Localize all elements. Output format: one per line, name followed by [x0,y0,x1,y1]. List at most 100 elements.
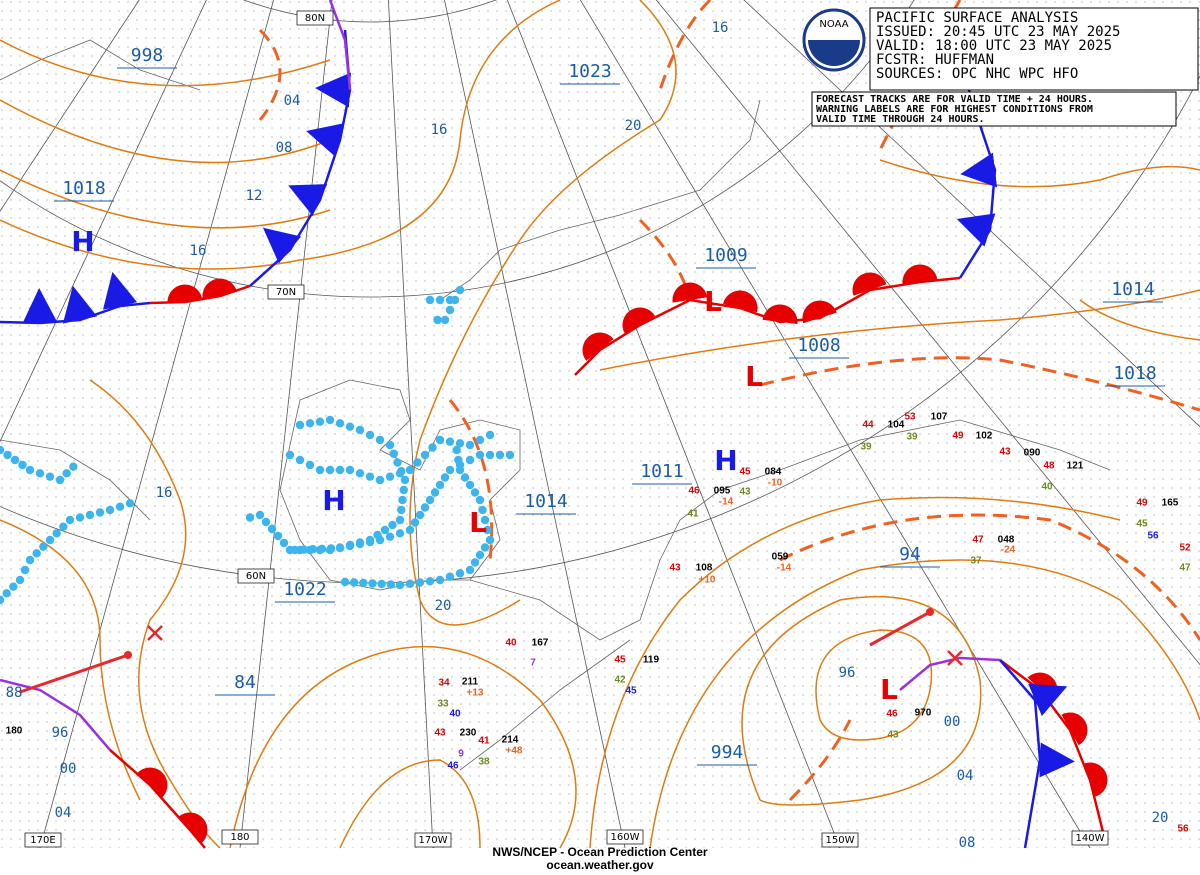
station-value: 43 [739,487,751,498]
track-end [124,651,132,659]
sea-ice [425,495,435,505]
sea-ice [465,480,475,490]
isobar [0,0,561,270]
pressure-center: L [469,506,487,539]
sea-ice [505,450,515,460]
isobar-label: 96 [52,725,69,741]
station-value: 56 [1177,824,1189,835]
isobar-label: 88 [6,685,23,701]
sea-ice [445,572,455,581]
sea-ice [445,305,455,315]
sea-ice [428,443,437,452]
sea-ice [375,535,385,545]
isobar [1079,299,1200,341]
pressure-label: 1018 [1113,363,1156,384]
occluded-front [328,0,352,91]
sea-ice [52,529,61,538]
station-value: 090 [1024,448,1041,459]
coastline [439,99,761,301]
isobar [229,645,577,849]
warm-front [149,278,251,305]
meridian [388,0,434,849]
sea-ice [389,449,398,458]
coastline [459,639,631,771]
trough [658,0,712,91]
sea-ice [105,505,115,515]
pressure-label: 1022 [283,579,326,600]
grid-label: 80N [305,13,325,24]
pressure-label: 1008 [797,335,840,356]
trough [759,356,1200,412]
station-value: 9 [458,749,464,760]
note-box [811,91,1177,127]
sea-ice [335,543,345,553]
station-value: 56 [1147,531,1159,542]
station-value: -24 [1001,545,1016,556]
sea-ice [375,475,385,485]
station-value: 167 [532,638,549,649]
station-value: 095 [714,486,731,497]
occluded-front [899,656,1001,691]
sea-ice [377,579,386,589]
sea-ice [445,465,455,475]
note-line: VALID TIME THROUGH 24 HOURS. [816,114,985,125]
sea-ice [435,575,445,585]
pressure-center: H [714,444,737,477]
sea-ice [485,430,495,440]
sea-ice [95,508,105,517]
sea-ice [315,417,325,426]
sea-ice [470,488,480,497]
sea-ice [425,577,435,586]
sea-ice [483,525,492,535]
sea-ice [305,419,315,428]
station-value: 121 [1067,461,1084,472]
grid-label-box [821,832,859,848]
grid-label-box [606,829,644,845]
sea-ice [405,465,415,475]
station-value: 7 [530,658,536,669]
sea-ice [85,510,95,520]
sea-ice [460,473,470,482]
isobar [409,0,677,626]
station-value: 165 [1162,498,1179,509]
isobar-label: 96 [839,665,856,681]
station-value: 43 [887,730,899,741]
sea-ice [335,465,345,475]
pressure-center: L [704,285,722,318]
sea-ice [267,524,277,534]
isobar [741,596,982,806]
sea-ice [388,520,397,530]
header-valid: VALID: 18:00 UTC 23 MAY 2025 [876,38,1112,54]
pressure-label: 998 [131,45,164,66]
station-value: -14 [719,497,734,508]
occluded-front [0,678,111,751]
forecast-track [19,653,129,694]
coastline [279,379,521,591]
isobar [0,519,141,801]
sea-ice [55,475,65,485]
sea-ice [20,565,30,575]
station-value: 45 [1136,519,1148,530]
station-value: 38 [478,757,490,768]
sea-ice [398,495,407,505]
station-value: 45 [614,655,626,666]
sea-ice [299,545,309,554]
sea-ice [380,525,390,535]
isobar [589,496,1121,849]
sea-ice [480,543,490,552]
station-value: 49 [1136,498,1148,509]
footer-agency: NWS/NCEP - Ocean Prediction Center [492,845,707,859]
station-value: 46 [688,486,700,497]
sea-ice [125,499,135,508]
meridian [39,0,275,849]
sea-ice [365,472,375,481]
forecast-position [947,650,963,666]
coastline [469,419,1111,641]
sea-ice [450,295,460,305]
sea-ice [365,430,375,440]
isobar-label: 04 [957,768,974,784]
grid-label: 160W [611,832,640,843]
sea-ice [395,515,405,525]
sea-ice [399,485,408,495]
sea-ice [15,575,25,585]
